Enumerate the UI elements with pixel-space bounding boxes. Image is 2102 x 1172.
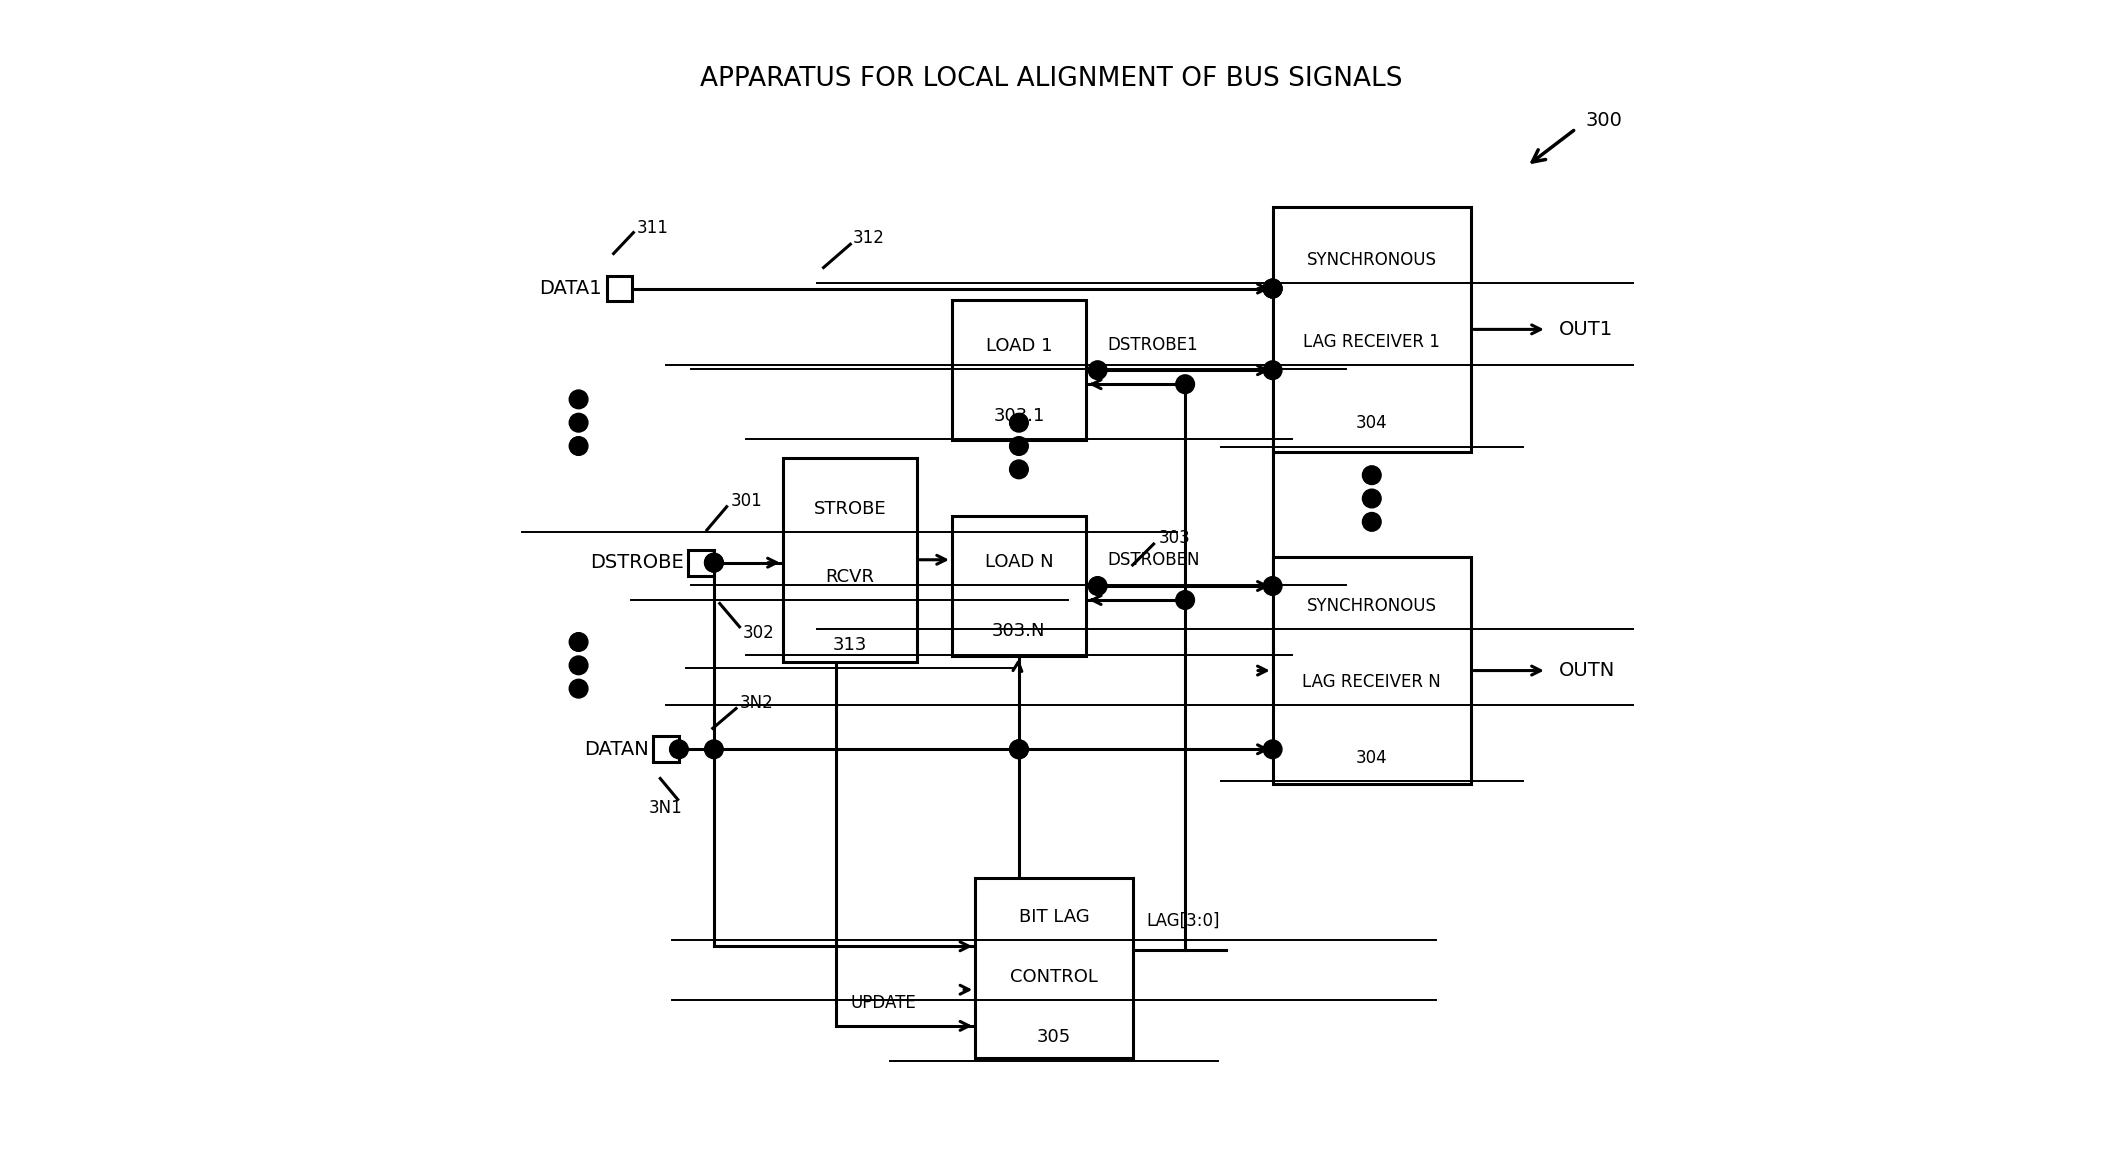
Circle shape — [1009, 461, 1028, 478]
Circle shape — [1089, 577, 1108, 595]
Text: DSTROBEN: DSTROBEN — [1108, 551, 1200, 570]
FancyBboxPatch shape — [654, 736, 679, 762]
Text: DATA1: DATA1 — [540, 279, 601, 298]
FancyBboxPatch shape — [687, 550, 715, 575]
Text: 301: 301 — [729, 492, 763, 510]
Text: UPDATE: UPDATE — [851, 994, 916, 1011]
Circle shape — [1362, 465, 1381, 484]
Text: 302: 302 — [744, 624, 776, 641]
Circle shape — [1263, 279, 1282, 298]
Text: SYNCHRONOUS: SYNCHRONOUS — [1307, 597, 1438, 615]
Text: 3N1: 3N1 — [650, 798, 683, 817]
Circle shape — [1362, 512, 1381, 531]
Text: LOAD 1: LOAD 1 — [986, 336, 1053, 355]
Circle shape — [1263, 279, 1282, 298]
Text: 311: 311 — [637, 219, 668, 237]
Circle shape — [704, 553, 723, 572]
Circle shape — [570, 437, 589, 456]
Text: 303.1: 303.1 — [994, 407, 1045, 424]
Circle shape — [1362, 489, 1381, 507]
FancyBboxPatch shape — [607, 275, 633, 301]
Text: APPARATUS FOR LOCAL ALIGNMENT OF BUS SIGNALS: APPARATUS FOR LOCAL ALIGNMENT OF BUS SIG… — [700, 66, 1402, 91]
FancyBboxPatch shape — [1272, 207, 1471, 452]
FancyBboxPatch shape — [1272, 557, 1471, 784]
Text: 313: 313 — [832, 635, 866, 654]
Circle shape — [570, 656, 589, 675]
Circle shape — [570, 680, 589, 699]
Circle shape — [1263, 740, 1282, 758]
Circle shape — [1009, 414, 1028, 432]
Text: RCVR: RCVR — [826, 567, 874, 586]
Text: OUT1: OUT1 — [1558, 320, 1612, 339]
Circle shape — [1009, 740, 1028, 758]
Text: SYNCHRONOUS: SYNCHRONOUS — [1307, 251, 1438, 270]
Circle shape — [671, 740, 687, 758]
Text: 304: 304 — [1356, 749, 1387, 766]
Text: DATAN: DATAN — [584, 740, 650, 758]
Text: BIT LAG: BIT LAG — [1019, 908, 1089, 926]
FancyBboxPatch shape — [975, 878, 1133, 1058]
Text: 303: 303 — [1158, 530, 1190, 547]
Text: LOAD N: LOAD N — [984, 552, 1053, 571]
Circle shape — [1263, 361, 1282, 380]
Text: LAG RECEIVER N: LAG RECEIVER N — [1303, 673, 1442, 691]
Text: LAG RECEIVER 1: LAG RECEIVER 1 — [1303, 333, 1440, 350]
Text: 305: 305 — [1036, 1028, 1072, 1047]
Circle shape — [1009, 437, 1028, 456]
Circle shape — [1263, 577, 1282, 595]
FancyBboxPatch shape — [782, 458, 916, 662]
Text: LAG[3:0]: LAG[3:0] — [1148, 912, 1219, 929]
FancyBboxPatch shape — [952, 300, 1087, 441]
Circle shape — [704, 553, 723, 572]
Text: CONTROL: CONTROL — [1009, 968, 1097, 986]
FancyBboxPatch shape — [952, 516, 1087, 656]
Circle shape — [704, 740, 723, 758]
Circle shape — [1263, 279, 1282, 298]
Circle shape — [1009, 740, 1028, 758]
Text: OUTN: OUTN — [1558, 661, 1614, 680]
Text: 304: 304 — [1356, 414, 1387, 432]
Circle shape — [1089, 361, 1108, 380]
Text: 312: 312 — [853, 230, 885, 247]
Text: DSTROBE: DSTROBE — [591, 553, 683, 572]
Text: 300: 300 — [1585, 111, 1623, 130]
Circle shape — [1175, 375, 1194, 394]
Text: STROBE: STROBE — [813, 499, 887, 518]
Circle shape — [1175, 591, 1194, 609]
Circle shape — [570, 390, 589, 409]
Text: DSTROBE1: DSTROBE1 — [1108, 335, 1198, 354]
Circle shape — [570, 414, 589, 432]
Text: 303.N: 303.N — [992, 622, 1045, 640]
Text: 3N2: 3N2 — [740, 694, 774, 711]
Circle shape — [570, 633, 589, 652]
